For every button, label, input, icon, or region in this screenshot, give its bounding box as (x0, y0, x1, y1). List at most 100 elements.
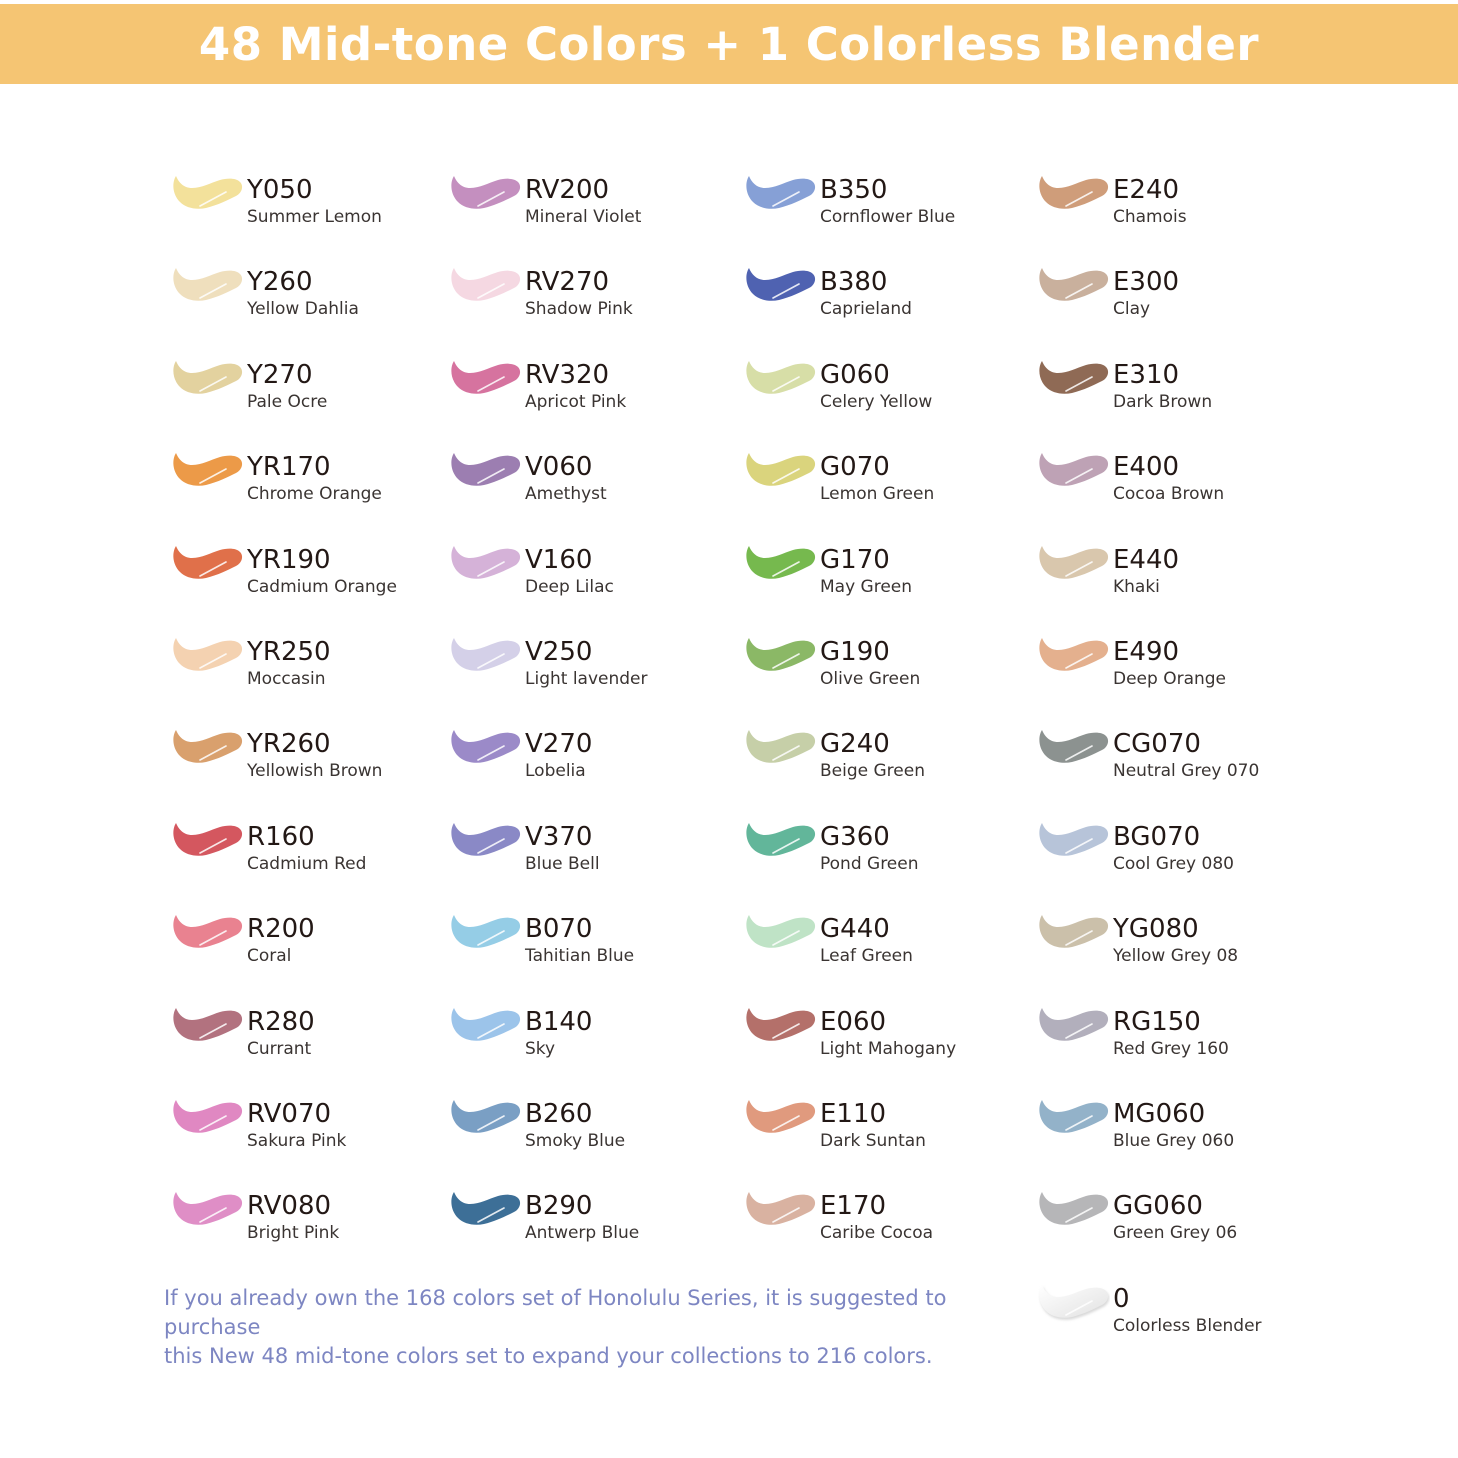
brush-stroke-swatch-icon (1036, 726, 1110, 772)
color-item-g360: G360 Pond Green (743, 819, 1033, 879)
purchase-note-line-2: this New 48 mid-tone colors set to expan… (164, 1344, 933, 1368)
color-name: Shadow Pink (525, 299, 633, 319)
color-name: Lobelia (525, 761, 586, 781)
brush-stroke-swatch-icon (170, 449, 244, 495)
color-name: Coral (247, 946, 292, 966)
brush-stroke-swatch-icon (448, 449, 522, 495)
color-name: Leaf Green (820, 946, 913, 966)
color-code: B290 (525, 1191, 593, 1221)
brush-stroke-swatch-icon (448, 172, 522, 218)
color-item-0: 0 Colorless Blender (1036, 1281, 1326, 1341)
color-name: Red Grey 160 (1113, 1039, 1229, 1059)
color-item-y270: Y270 Pale Ocre (170, 357, 460, 417)
color-code: RV320 (525, 360, 610, 390)
brush-stroke-swatch-icon (743, 264, 817, 310)
color-code: GG060 (1113, 1191, 1203, 1221)
color-name: Beige Green (820, 761, 925, 781)
color-item-bg070: BG070 Cool Grey 080 (1036, 819, 1326, 879)
color-name: Mineral Violet (525, 207, 642, 227)
color-code: G440 (820, 914, 890, 944)
brush-stroke-swatch-icon (1036, 819, 1110, 865)
brush-stroke-swatch-icon (448, 357, 522, 403)
color-name: Bright Pink (247, 1223, 340, 1243)
color-name: Khaki (1113, 577, 1160, 597)
color-item-cg070: CG070 Neutral Grey 070 (1036, 726, 1326, 786)
color-name: Olive Green (820, 669, 921, 689)
brush-stroke-swatch-icon (170, 819, 244, 865)
color-code: Y050 (247, 175, 313, 205)
color-code: RV200 (525, 175, 610, 205)
color-item-rv200: RV200 Mineral Violet (448, 172, 738, 232)
color-item-yr190: YR190 Cadmium Orange (170, 542, 460, 602)
title-banner: 48 Mid-tone Colors + 1 Colorless Blender (0, 4, 1458, 84)
color-name: Cadmium Orange (247, 577, 397, 597)
color-item-g170: G170 May Green (743, 542, 1033, 602)
color-name: Neutral Grey 070 (1113, 761, 1260, 781)
color-item-b140: B140 Sky (448, 1004, 738, 1064)
brush-stroke-swatch-icon (743, 911, 817, 957)
color-code: G060 (820, 360, 890, 390)
color-item-mg060: MG060 Blue Grey 060 (1036, 1096, 1326, 1156)
color-item-yr170: YR170 Chrome Orange (170, 449, 460, 509)
brush-stroke-swatch-icon (1036, 264, 1110, 310)
color-item-b070: B070 Tahitian Blue (448, 911, 738, 971)
color-code: E110 (820, 1099, 887, 1129)
color-code: E060 (820, 1007, 887, 1037)
color-name: Cool Grey 080 (1113, 854, 1234, 874)
purchase-note-line-1: If you already own the 168 colors set of… (164, 1286, 947, 1339)
color-code: V250 (525, 637, 593, 667)
color-code: Y270 (247, 360, 313, 390)
brush-stroke-swatch-icon (170, 172, 244, 218)
color-code: YR250 (247, 637, 331, 667)
color-item-r200: R200 Coral (170, 911, 460, 971)
color-name: Caribe Cocoa (820, 1223, 934, 1243)
color-item-r160: R160 Cadmium Red (170, 819, 460, 879)
color-name: Light Mahogany (820, 1039, 957, 1059)
color-code: B070 (525, 914, 593, 944)
color-name: Apricot Pink (525, 392, 627, 412)
color-name: Moccasin (247, 669, 326, 689)
color-code: B140 (525, 1007, 593, 1037)
color-item-g190: G190 Olive Green (743, 634, 1033, 694)
color-name: Cocoa Brown (1113, 484, 1225, 504)
brush-stroke-swatch-icon (448, 542, 522, 588)
color-item-g060: G060 Celery Yellow (743, 357, 1033, 417)
color-name: Blue Grey 060 (1113, 1131, 1235, 1151)
color-code: MG060 (1113, 1099, 1206, 1129)
color-name: Sakura Pink (247, 1131, 347, 1151)
color-item-y050: Y050 Summer Lemon (170, 172, 460, 232)
brush-stroke-swatch-icon (170, 1188, 244, 1234)
brush-stroke-swatch-icon (448, 634, 522, 680)
color-item-e060: E060 Light Mahogany (743, 1004, 1033, 1064)
brush-stroke-swatch-icon (1036, 449, 1110, 495)
color-code: R200 (247, 914, 315, 944)
color-name: Deep Lilac (525, 577, 614, 597)
brush-stroke-swatch-icon (1036, 1188, 1110, 1234)
color-name: Clay (1113, 299, 1151, 319)
color-item-rv070: RV070 Sakura Pink (170, 1096, 460, 1156)
brush-stroke-swatch-icon (1036, 172, 1110, 218)
brush-stroke-swatch-icon (1036, 1096, 1110, 1142)
color-item-yr260: YR260 Yellowish Brown (170, 726, 460, 786)
color-name: Blue Bell (525, 854, 600, 874)
color-code: E310 (1113, 360, 1180, 390)
brush-stroke-swatch-icon (743, 172, 817, 218)
brush-stroke-swatch-icon (170, 542, 244, 588)
color-name: Smoky Blue (525, 1131, 626, 1151)
color-name: Yellow Dahlia (247, 299, 359, 319)
color-item-y260: Y260 Yellow Dahlia (170, 264, 460, 324)
color-code: V270 (525, 729, 593, 759)
color-name: Chrome Orange (247, 484, 382, 504)
color-item-e440: E440 Khaki (1036, 542, 1326, 602)
color-item-b290: B290 Antwerp Blue (448, 1188, 738, 1248)
color-code: 0 (1113, 1284, 1130, 1314)
color-code: YR170 (247, 452, 331, 482)
brush-stroke-swatch-icon (1036, 634, 1110, 680)
color-name: Green Grey 06 (1113, 1223, 1238, 1243)
color-code: Y260 (247, 267, 313, 297)
color-item-v060: V060 Amethyst (448, 449, 738, 509)
color-name: Light lavender (525, 669, 648, 689)
color-item-gg060: GG060 Green Grey 06 (1036, 1188, 1326, 1248)
color-item-e310: E310 Dark Brown (1036, 357, 1326, 417)
color-name: Amethyst (525, 484, 607, 504)
